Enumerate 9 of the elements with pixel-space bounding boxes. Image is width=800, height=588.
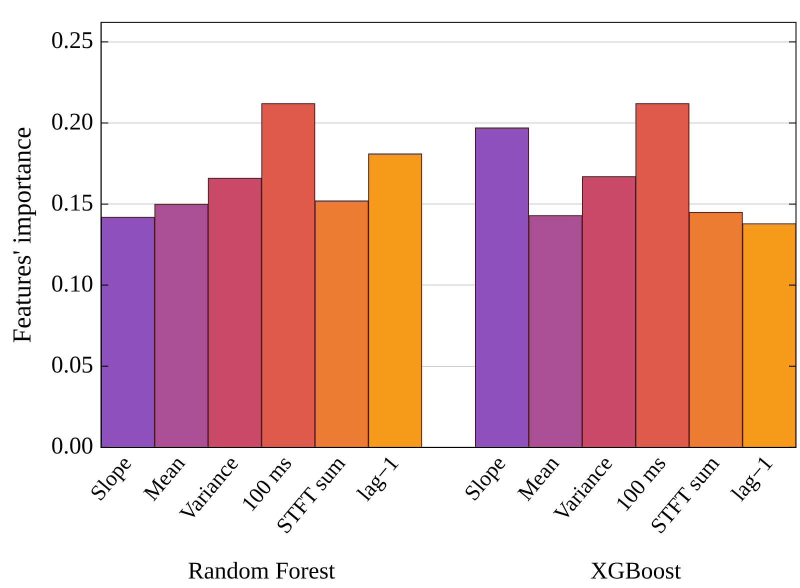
y-axis-title: Features' importance: [7, 126, 36, 344]
text: XGBoost: [590, 558, 682, 584]
y-tick-label: 0.20: [51, 109, 94, 136]
y-tick-label: 0.25: [51, 28, 94, 54]
text: Random Forest: [188, 558, 336, 584]
y-tick-label: 0.15: [51, 190, 94, 216]
y-tick-label: 0.10: [51, 271, 94, 298]
y-tick-label: 0.00: [51, 434, 94, 460]
y-tick-label: 0.05: [51, 352, 94, 379]
